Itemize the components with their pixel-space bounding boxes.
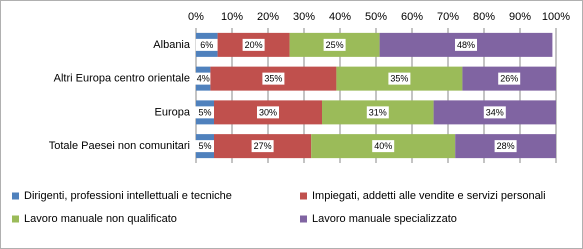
y-tick-label: Altri Europa centro orientale bbox=[54, 73, 190, 85]
data-label-box bbox=[455, 38, 477, 51]
data-label: 35% bbox=[390, 74, 408, 84]
x-tick-label: 50% bbox=[365, 11, 387, 23]
legend-swatch bbox=[300, 215, 307, 223]
data-label-box bbox=[262, 72, 285, 85]
legend-label: Lavoro manuale non qualificato bbox=[24, 213, 177, 225]
x-tick-label: 90% bbox=[509, 11, 531, 23]
x-tick-label: 60% bbox=[401, 11, 423, 23]
data-label: 6% bbox=[200, 40, 213, 50]
data-label-box bbox=[195, 38, 218, 51]
data-label: 4% bbox=[197, 74, 210, 84]
data-label: 30% bbox=[259, 107, 277, 117]
data-label: 40% bbox=[374, 141, 392, 151]
legend-label: Lavoro manuale specializzato bbox=[312, 213, 457, 225]
data-label: 5% bbox=[198, 107, 211, 117]
data-label: 20% bbox=[245, 40, 263, 50]
data-label: 35% bbox=[264, 74, 282, 84]
y-tick-label: Albania bbox=[153, 39, 191, 51]
x-tick-label: 30% bbox=[293, 11, 315, 23]
data-label: 48% bbox=[457, 40, 475, 50]
data-label-box bbox=[192, 72, 215, 85]
data-label-box bbox=[242, 38, 265, 51]
legend-swatch bbox=[12, 215, 19, 223]
data-label: 34% bbox=[486, 107, 504, 117]
data-label-box bbox=[494, 140, 517, 153]
legend-label: Impiegati, addetti alle vendite e serviz… bbox=[312, 190, 546, 202]
data-label: 27% bbox=[254, 141, 272, 151]
y-tick-label: Europa bbox=[155, 106, 191, 118]
data-label: 26% bbox=[500, 74, 518, 84]
data-label-box bbox=[251, 140, 274, 153]
data-label-box bbox=[483, 106, 506, 119]
y-tick-label: Totale Paesei non comunitari bbox=[49, 140, 190, 152]
data-label-box bbox=[372, 140, 395, 153]
data-label-box bbox=[194, 140, 216, 153]
x-tick-label: 10% bbox=[221, 11, 243, 23]
x-tick-label: 40% bbox=[329, 11, 351, 23]
legend-swatch bbox=[12, 192, 19, 200]
data-label: 31% bbox=[369, 107, 387, 117]
data-label-box bbox=[257, 106, 279, 119]
legend-swatch bbox=[300, 192, 307, 200]
x-tick-label: 100% bbox=[542, 11, 570, 23]
data-label: 5% bbox=[198, 141, 211, 151]
data-label: 28% bbox=[497, 141, 515, 151]
x-tick-label: 80% bbox=[473, 11, 495, 23]
legend-label: Dirigenti, professioni intellettuali e t… bbox=[24, 190, 232, 202]
data-label-box bbox=[388, 72, 411, 85]
data-label-box bbox=[498, 72, 521, 85]
data-label: 25% bbox=[326, 40, 344, 50]
data-label-box bbox=[366, 106, 389, 119]
data-label-box bbox=[194, 106, 216, 119]
x-tick-label: 20% bbox=[257, 11, 279, 23]
x-tick-label: 70% bbox=[437, 11, 459, 23]
data-label-box bbox=[323, 38, 346, 51]
x-tick-label: 0% bbox=[188, 11, 204, 23]
